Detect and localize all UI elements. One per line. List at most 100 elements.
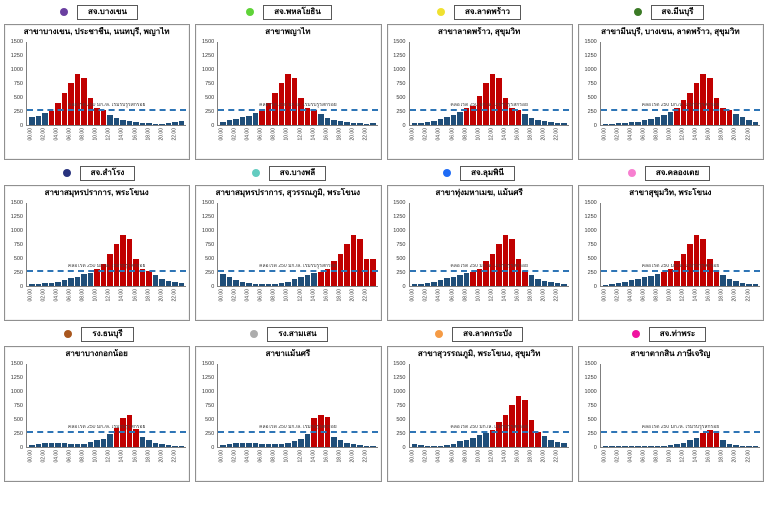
x-tick-label: 02.00 [614, 128, 621, 141]
charts-row: สาขาบางเขน, ประชาชื่น, นนทบุรี, พญาไท 0 25… [4, 24, 764, 160]
threshold-line [218, 109, 378, 112]
bar [424, 445, 431, 447]
y-tick-label: 750 [205, 80, 215, 87]
x-tick-label: 06.00 [640, 289, 647, 302]
x-slot: 10.00 [666, 289, 673, 318]
y-tick-label: 1000 [584, 388, 597, 395]
x-tick-label: 14.00 [692, 289, 699, 302]
x-tick-label: 16.00 [132, 128, 139, 141]
x-tick-label: 08.00 [79, 128, 86, 141]
x-tick-label: 02.00 [40, 289, 47, 302]
bar [350, 444, 357, 447]
bar [489, 74, 496, 125]
bar [752, 446, 759, 447]
x-slot [608, 289, 614, 318]
chart-panel: สาขาสุขุมวิท, พระโขนง 0 250 500 750 1000 1250 1… [577, 185, 764, 321]
bar [74, 74, 81, 125]
chart-title: สาขาแม้นศรี [265, 349, 311, 358]
bar [165, 123, 172, 125]
x-slot: 02.00 [232, 450, 238, 479]
chart-title: สาขาสมุทรปราการ, พระโขนง [44, 188, 149, 197]
bar [165, 445, 172, 447]
x-slot [48, 289, 54, 318]
bar [220, 444, 226, 447]
x-slot [634, 289, 640, 318]
y-axis: 0 250 500 750 1000 1250 1500 [198, 200, 217, 290]
x-slot: 14.00 [119, 289, 126, 318]
x-slot [291, 128, 297, 157]
y-tick-label: 500 [587, 255, 597, 262]
x-slot: 06.00 [258, 289, 265, 318]
bar [661, 115, 667, 125]
bar [463, 108, 470, 125]
x-tick-label: 08.00 [653, 289, 660, 302]
bar [431, 445, 437, 447]
x-slot: 08.00 [271, 128, 278, 157]
x-slot [331, 128, 337, 157]
x-tick-label: 16.00 [705, 450, 712, 463]
bar [535, 120, 541, 125]
dashboard-row: รง.ธนบุรี รง.สามเสน สจ.ลาดกระบัง สจ.ท่าพระส… [4, 323, 764, 482]
bar [437, 445, 444, 447]
x-slot [357, 289, 363, 318]
y-tick-label: 1250 [393, 213, 406, 220]
x-slot: 12.00 [488, 450, 495, 479]
bar [291, 77, 298, 125]
x-slot [139, 450, 145, 479]
x-slot: 16.00 [706, 128, 713, 157]
x-tick-label: 10.00 [666, 128, 673, 141]
x-slot: 08.00 [80, 289, 86, 318]
bar [285, 442, 291, 447]
bar [628, 280, 635, 286]
x-slot: 18.00 [145, 128, 152, 157]
bar [35, 115, 42, 125]
x-tick-label: 02.00 [614, 450, 621, 463]
x-slot: 20.00 [349, 128, 356, 157]
bar [707, 258, 713, 286]
x-slot: 14.00 [310, 289, 317, 318]
bar [311, 273, 317, 286]
bar [720, 439, 726, 447]
plot-area: คลอไรด์ 250 มก./ล. เริ่มรับรู้รสกร่อย [217, 42, 378, 126]
bar [259, 110, 265, 125]
chart-title: สาขาพญาไท [265, 27, 311, 36]
y-tick-label: 1250 [10, 52, 23, 59]
x-tick-label: 16.00 [514, 289, 521, 302]
x-tick-label: 14.00 [501, 289, 508, 302]
y-tick-label: 250 [13, 430, 23, 437]
salinity-dashboard: สจ.บางเขน สจ.พหลโยธิน สจ.ลาดพร้าว สจ.มีนบุร… [4, 4, 764, 482]
y-tick-label: 1000 [10, 66, 23, 73]
plot-column: คลอไรด์ 250 มก./ล. เริ่มรับรู้รสกร่อย 00.… [599, 42, 760, 157]
legend-item: สจ.สำโรง [4, 165, 194, 182]
bar [496, 243, 502, 286]
legend-item: สจ.พหลโยธิน [194, 4, 384, 21]
x-slot [35, 289, 41, 318]
y-tick-label: 0 [402, 122, 406, 129]
x-tick-label: 08.00 [462, 450, 469, 463]
y-tick-label: 0 [211, 283, 215, 290]
y-tick-label: 0 [19, 283, 23, 290]
x-tick-label: 12.00 [105, 128, 112, 141]
x-slot [648, 450, 654, 479]
x-slot [331, 450, 337, 479]
bar [178, 282, 185, 286]
x-tick-label: 06.00 [257, 450, 264, 463]
x-slot: 16.00 [705, 450, 713, 479]
x-slot: 06.00 [67, 289, 73, 318]
legend-label: สจ.บางพลี [268, 165, 327, 182]
legend-item: สจ.ท่าพระ [574, 326, 764, 343]
x-slot: 14.00 [693, 289, 699, 318]
bar [476, 269, 483, 286]
x-slot: 12.00 [488, 289, 495, 318]
legend-item: สจ.คลองเตย [574, 165, 764, 182]
y-tick-label: 1250 [202, 52, 215, 59]
bar [265, 284, 272, 286]
threshold-annotation: คลอไรด์ 250 มก./ล. เริ่มรับรู้รสกร่อย [450, 103, 528, 109]
x-slot: 20.00 [158, 128, 165, 157]
plot-column: คลอไรด์ 250 มก./ล. เริ่มรับรู้รสกร่อย 00.… [26, 364, 187, 479]
y-tick-label: 1250 [202, 374, 215, 381]
y-tick-label: 750 [396, 241, 406, 248]
y-tick-label: 1250 [10, 213, 23, 220]
x-slot: 16.00 [515, 450, 521, 479]
x-tick-label: 02.00 [422, 289, 429, 302]
